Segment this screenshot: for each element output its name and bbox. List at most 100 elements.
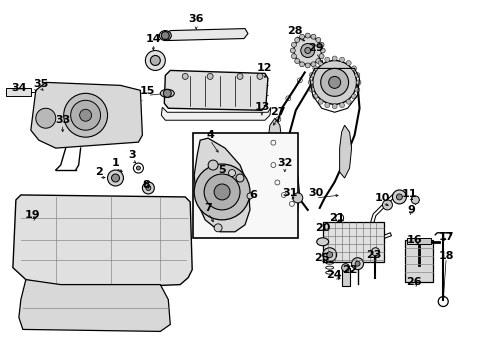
Circle shape [322,248,336,262]
Circle shape [320,48,325,53]
Circle shape [382,200,392,210]
Text: 28: 28 [286,26,302,36]
Circle shape [328,76,340,88]
Polygon shape [13,195,192,289]
Circle shape [339,103,344,108]
Circle shape [228,170,235,176]
Text: 19: 19 [25,210,41,220]
Circle shape [315,59,320,64]
Circle shape [293,37,321,64]
Text: 31: 31 [282,188,297,198]
Circle shape [207,73,213,80]
Text: 24: 24 [325,270,341,280]
Circle shape [307,80,313,85]
Polygon shape [267,118,281,165]
Circle shape [107,170,123,186]
Circle shape [142,182,154,194]
Text: 33: 33 [55,115,70,125]
Circle shape [318,42,324,47]
Circle shape [294,59,299,64]
Polygon shape [277,155,299,215]
Circle shape [111,174,119,182]
Circle shape [291,42,296,47]
Circle shape [396,194,402,200]
Circle shape [331,104,336,109]
Bar [407,238,430,244]
Circle shape [304,48,310,54]
Circle shape [339,57,344,62]
Text: 26: 26 [406,276,421,287]
Circle shape [182,73,188,80]
Circle shape [214,184,229,200]
Circle shape [309,72,314,77]
Text: 22: 22 [341,265,357,275]
Polygon shape [339,125,351,178]
Text: 4: 4 [206,130,214,140]
Text: 11: 11 [401,189,416,199]
Circle shape [351,258,363,270]
Ellipse shape [159,31,171,41]
Text: 10: 10 [374,193,389,203]
Bar [322,222,384,262]
Polygon shape [31,82,142,148]
Text: 5: 5 [218,165,225,175]
Circle shape [351,66,356,71]
Circle shape [371,248,379,256]
Circle shape [161,32,169,40]
Text: 6: 6 [248,190,256,200]
Circle shape [312,94,317,99]
Text: 1: 1 [111,158,119,168]
Text: 34: 34 [11,84,26,93]
Circle shape [346,99,350,104]
Text: 3: 3 [128,150,136,160]
Circle shape [312,66,317,71]
Text: 15: 15 [140,86,155,96]
Circle shape [318,54,324,59]
Circle shape [326,252,332,258]
Circle shape [305,33,309,38]
Circle shape [214,224,222,232]
Circle shape [351,94,356,99]
Polygon shape [164,71,267,110]
Circle shape [324,103,329,108]
Bar [193,133,297,238]
Circle shape [237,73,243,80]
Text: 18: 18 [438,251,453,261]
Circle shape [145,185,151,190]
Circle shape [354,72,359,77]
Circle shape [299,62,304,67]
Text: 21: 21 [328,213,344,223]
Text: 35: 35 [33,79,48,89]
Circle shape [354,87,359,92]
Polygon shape [194,138,249,232]
Circle shape [291,54,296,59]
Circle shape [36,108,56,128]
Polygon shape [19,280,170,332]
Circle shape [320,68,348,96]
Text: 2: 2 [95,167,102,177]
Ellipse shape [316,238,328,246]
Bar [6,88,31,96]
Text: 20: 20 [314,223,330,233]
Polygon shape [165,28,247,41]
Text: 25: 25 [313,253,329,263]
Text: 17: 17 [438,232,453,242]
Text: 12: 12 [257,63,272,73]
Text: 27: 27 [269,107,285,117]
Circle shape [246,193,252,199]
Text: 16: 16 [406,235,421,245]
Circle shape [324,57,329,62]
Circle shape [236,174,244,182]
Circle shape [392,190,406,204]
Text: 14: 14 [145,33,161,44]
Circle shape [410,196,419,204]
Bar [341,268,349,285]
Circle shape [318,60,323,66]
Text: 32: 32 [277,158,292,168]
Text: 23: 23 [365,250,381,260]
Circle shape [80,109,91,121]
Text: 13: 13 [254,102,269,112]
Circle shape [163,89,171,97]
Text: 9: 9 [407,205,414,215]
Circle shape [194,164,249,220]
